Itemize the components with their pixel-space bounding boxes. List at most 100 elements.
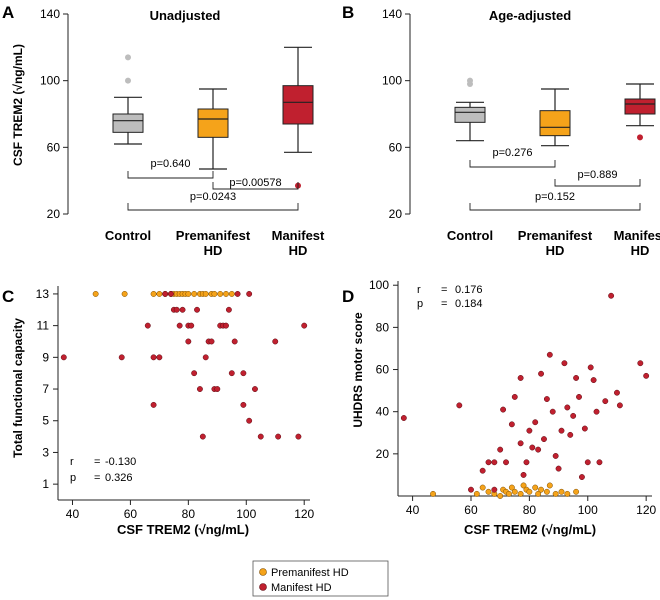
legend-swatch-manifest <box>259 583 267 591</box>
panel-c-xlabel: CSF TREM2 (√ng/mL) <box>117 522 249 537</box>
panel-a-xlabel: HD <box>204 243 223 258</box>
panel-b-comparison-bracket <box>469 160 556 168</box>
panel-d-ytick-label: 80 <box>376 320 390 334</box>
panel-c-point-manifest <box>246 290 253 297</box>
panel-d-point-manifest <box>616 402 623 409</box>
panel-a-box <box>112 113 144 133</box>
panel-d-point-manifest <box>523 459 530 466</box>
panel-d-xlabel: CSF TREM2 (√ng/mL) <box>464 522 596 537</box>
panel-d-r-label: r <box>417 284 421 296</box>
panel-d-point-premanifest <box>511 488 518 495</box>
panel-d-point-manifest <box>555 465 562 472</box>
panel-c-point-premanifest <box>92 290 99 297</box>
panel-c-point-manifest <box>60 354 67 361</box>
panel-b-box <box>539 110 571 137</box>
panel-d-point-premanifest <box>430 490 436 497</box>
panel-d-point-manifest <box>543 396 550 402</box>
panel-c-point-manifest <box>272 338 279 345</box>
panel-a-comparison-bracket <box>212 182 299 190</box>
panel-c-point-manifest <box>118 354 125 361</box>
panel-c-point-manifest <box>196 386 203 392</box>
panel-d-point-manifest <box>576 393 582 400</box>
panel-c-xtick-label: 60 <box>124 507 138 521</box>
panel-b-title: Age-adjusted <box>489 8 571 23</box>
panel-a-pvalue: p=0.640 <box>150 158 190 170</box>
panel-c-point-premanifest <box>211 290 218 297</box>
panel-d-point-premanifest <box>546 482 553 489</box>
panel-d-xtick-label: 100 <box>578 503 598 517</box>
panel-d-point-manifest <box>485 459 492 466</box>
panel-d-point-manifest <box>479 467 486 474</box>
panel-d-p-label: p <box>417 298 423 310</box>
panel-a-comparison-bracket <box>127 203 299 211</box>
panel-d-point-premanifest <box>517 490 524 497</box>
panel-c-point-manifest <box>188 322 195 329</box>
panel-b-pvalue: p=0.889 <box>577 169 617 181</box>
panel-d-point-manifest <box>549 408 556 415</box>
panel-c-point-manifest <box>199 433 206 440</box>
legend-label-manifest: Manifest HD <box>271 582 332 594</box>
panel-d-point-manifest <box>503 459 509 466</box>
legend-label-premanifest: Premanifest HD <box>271 567 349 579</box>
panel-a-comparison-bracket <box>127 171 214 179</box>
panel-d-point-manifest <box>564 404 571 411</box>
panel-c-ytick-label: 3 <box>42 445 49 459</box>
panel-c-point-premanifest <box>223 290 229 297</box>
panel-a-xlabel: Control <box>105 228 151 243</box>
panel-c-point-manifest <box>179 306 186 313</box>
panel-d-point-manifest <box>558 427 565 434</box>
panel-d-point-manifest <box>637 360 644 367</box>
panel-c-xtick-label: 80 <box>182 507 196 521</box>
panel-d-ytick-label: 60 <box>376 363 390 377</box>
panel-d-point-manifest <box>573 375 580 381</box>
panel-d-r-eq: = <box>441 284 447 296</box>
panel-b-xlabel: HD <box>631 243 650 258</box>
panel-c-point-premanifest <box>202 290 209 297</box>
panel-c-point-premanifest <box>121 290 128 297</box>
panel-a-pvalue: p=0.00578 <box>229 177 281 189</box>
panel-b-ytick-label: 100 <box>382 74 402 88</box>
panel-c-letter: C <box>2 287 14 306</box>
panel-c-point-manifest <box>208 338 215 345</box>
panel-a-ytick-label: 100 <box>40 74 60 88</box>
panel-c-point-manifest <box>194 306 200 313</box>
panel-d-point-manifest <box>584 459 591 466</box>
panel-b-letter: B <box>342 3 354 22</box>
panel-d-point-premanifest <box>505 490 512 497</box>
panel-d-point-manifest <box>570 412 577 419</box>
panel-d-xtick-label: 80 <box>523 503 537 517</box>
panel-a-ytick-label: 140 <box>40 7 60 21</box>
panel-a-xlabel: HD <box>289 243 308 258</box>
panel-c-point-premanifest <box>217 290 224 297</box>
panel-c-point-manifest <box>228 370 235 377</box>
panel-c-xtick-label: 40 <box>66 507 80 521</box>
panel-d-point-premanifest <box>538 486 545 493</box>
panel-d-point-manifest <box>587 364 594 371</box>
panel-c-point-manifest <box>162 290 169 297</box>
panel-c-point-manifest <box>295 433 302 440</box>
panel-c-xtick-label: 100 <box>236 507 256 521</box>
panel-c-point-manifest <box>156 354 163 361</box>
panel-a-outlier <box>125 54 131 61</box>
legend-swatch-premanifest <box>259 568 267 576</box>
panel-b-pvalue: p=0.276 <box>492 147 532 159</box>
panel-c-point-premanifest <box>150 290 157 297</box>
panel-a-ytick-label: 20 <box>47 207 61 221</box>
panel-d-point-manifest <box>581 425 588 432</box>
panel-d-ytick-label: 100 <box>369 278 389 292</box>
panel-a-xlabel: Manifest <box>272 228 325 243</box>
panel-c-ytick-label: 9 <box>42 350 49 364</box>
panel-d-r-value: 0.176 <box>455 284 483 296</box>
panel-c-point-manifest <box>225 306 232 313</box>
panel-d-point-premanifest <box>508 484 515 491</box>
panel-d-letter: D <box>342 287 354 306</box>
panel-a-title: Unadjusted <box>150 8 221 23</box>
panel-b-pvalue: p=0.152 <box>535 191 575 203</box>
panel-c-r-label: r <box>70 456 74 468</box>
panel-a-box <box>282 85 314 125</box>
panel-d-point-premanifest <box>526 488 533 495</box>
panel-d-point-premanifest <box>473 490 480 497</box>
panel-c-ytick-label: 5 <box>42 414 49 428</box>
panel-c-point-manifest <box>301 322 308 329</box>
panel-d-point-manifest <box>541 436 547 443</box>
